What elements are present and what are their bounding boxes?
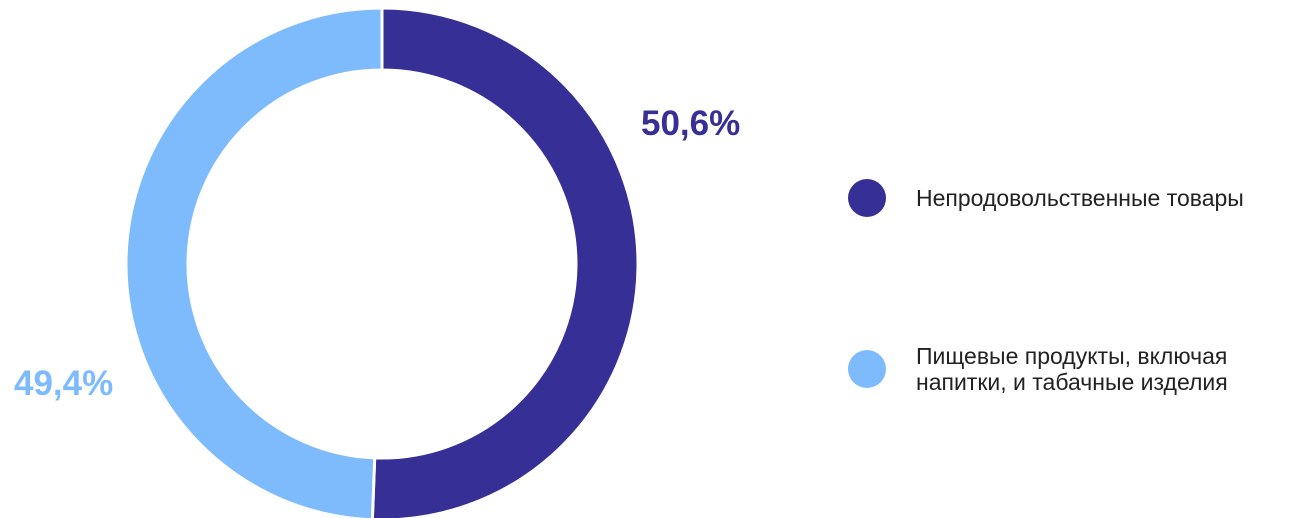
legend-label-food-line-1: Пищевые продукты, включая xyxy=(916,343,1228,369)
slice-label-nonfood: 50,6% xyxy=(641,104,741,143)
slice-label-food: 49,4% xyxy=(14,364,114,403)
legend-item-nonfood: Непродовольственные товары xyxy=(848,179,1301,217)
donut-slice-nonfood xyxy=(370,6,640,518)
legend-marker-food xyxy=(848,350,886,388)
legend-label-food-line-2: напитки, и табачные изделия xyxy=(916,369,1228,395)
donut-slices xyxy=(124,6,640,518)
legend-item-food: Пищевые продукты, включая напитки, и таб… xyxy=(848,343,1301,395)
legend-marker-nonfood xyxy=(848,179,886,217)
donut-slice-food xyxy=(124,6,384,518)
chart-legend: Непродовольственные товары Пищевые проду… xyxy=(848,0,1298,518)
legend-label-nonfood: Непродовольственные товары xyxy=(916,185,1244,211)
legend-label-food: Пищевые продукты, включая напитки, и таб… xyxy=(916,343,1301,395)
